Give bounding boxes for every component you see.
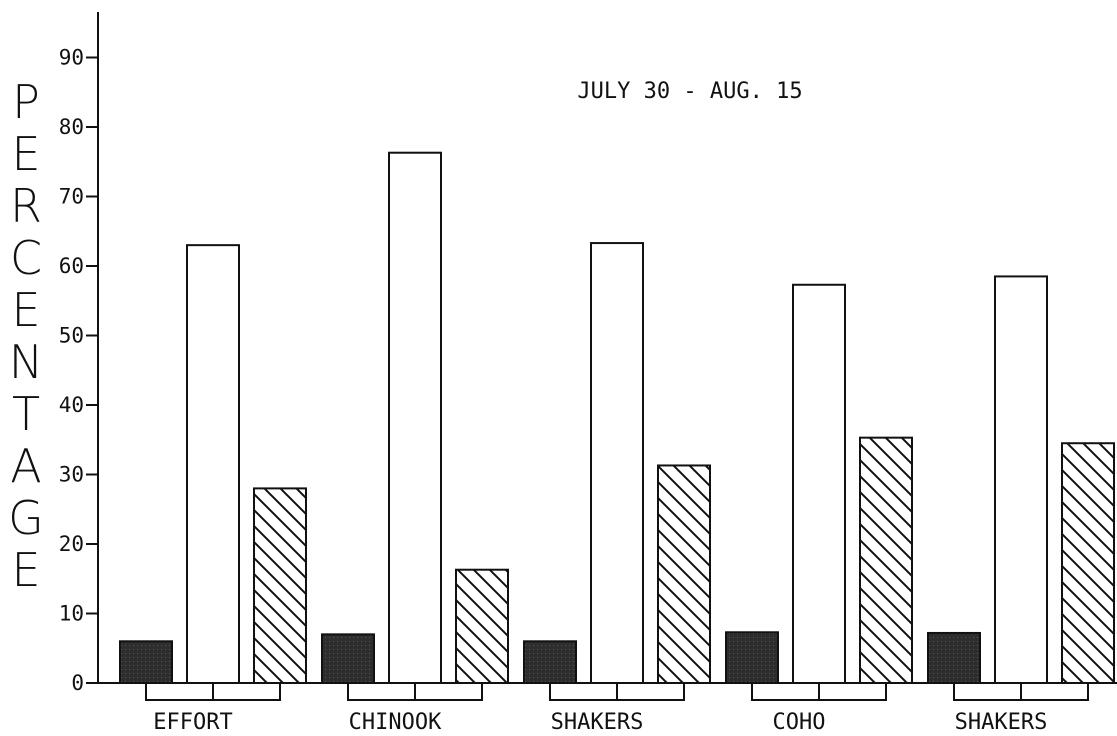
category-labels: EFFORT CHINOOK SHAKERS COHO SHAKERS (153, 710, 1047, 735)
bar-solid (523, 640, 577, 684)
y-axis-label-letter: G (8, 491, 44, 545)
category-label: SHAKERS (955, 710, 1048, 735)
bar-solid (321, 633, 375, 684)
category-bracket (549, 683, 685, 701)
y-axis-label-letter: E (11, 283, 40, 337)
bar-hatched (455, 568, 509, 685)
bar-hatched (657, 464, 711, 684)
y-tick-label: 20 (59, 532, 84, 556)
bar-open (792, 283, 846, 684)
bar-solid (119, 640, 173, 684)
bars (119, 151, 1115, 685)
y-axis-label-letter: E (11, 543, 40, 597)
category-label: CHINOOK (349, 710, 442, 735)
y-tick-label: 50 (59, 324, 84, 348)
bar-open (388, 151, 442, 684)
y-axis-label-letter: A (10, 439, 41, 493)
y-tick-label: 40 (59, 393, 84, 417)
category-brackets (145, 683, 1089, 701)
category-bracket (751, 683, 887, 701)
y-axis-label-letter: E (11, 127, 40, 181)
category-label: EFFORT (153, 710, 232, 735)
category-label: SHAKERS (551, 710, 644, 735)
y-axis-ticks: 0 10 20 30 40 50 60 70 80 90 (59, 46, 98, 695)
y-tick-label: 90 (59, 46, 84, 70)
y-tick-label: 10 (59, 602, 84, 626)
category-label: COHO (773, 710, 826, 735)
bar-open (994, 275, 1048, 684)
category-bracket (145, 683, 281, 701)
bar-solid (725, 631, 779, 685)
category-bracket (347, 683, 483, 701)
y-tick-label: 60 (59, 254, 84, 278)
y-tick-label: 70 (59, 185, 84, 209)
bar-open (186, 244, 240, 684)
bar-solid (927, 631, 981, 685)
y-axis-label-letter: C (10, 231, 42, 285)
bar-hatched (859, 436, 913, 685)
y-tick-label: 80 (59, 115, 84, 139)
chart-title: JULY 30 - AUG. 15 (577, 79, 802, 104)
y-axis-label-letter: N (9, 335, 43, 389)
category-bracket (953, 683, 1089, 701)
y-axis-label-letter: T (12, 387, 40, 441)
y-tick-label: 0 (71, 671, 84, 695)
bar-hatched (1061, 442, 1115, 684)
bar-hatched (253, 487, 307, 684)
bar-open (590, 242, 644, 684)
y-axis-label-letter: P (12, 75, 40, 129)
y-tick-label: 30 (59, 463, 84, 487)
y-axis-label-letter: R (10, 179, 42, 233)
